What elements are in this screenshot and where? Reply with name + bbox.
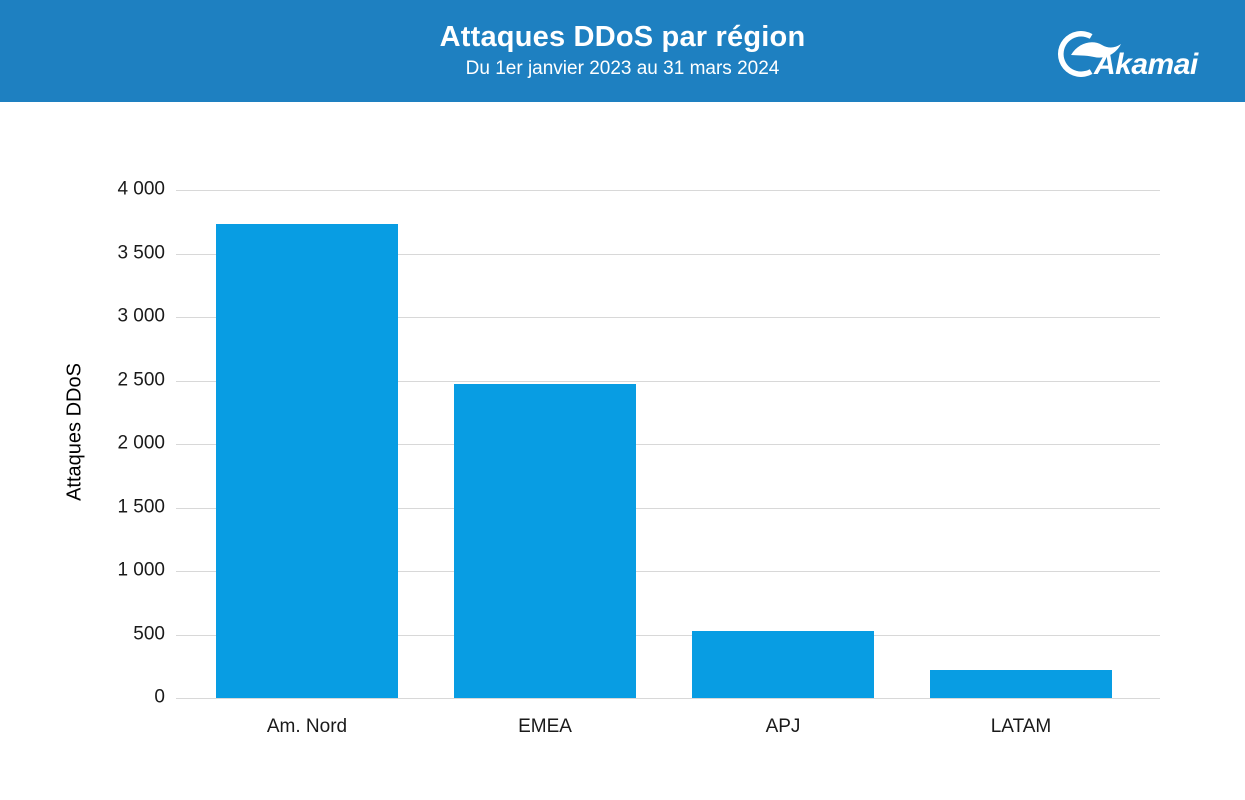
x-tick-label-apj: APJ xyxy=(765,716,801,737)
chart-title: Attaques DDoS par région xyxy=(439,21,806,54)
gridline-3000 xyxy=(176,317,1160,318)
y-tick-label-2500: 2 500 xyxy=(117,368,165,390)
bar-chart: Attaques DDoS 0 500 1 000 1 500 2 000 2 500 3 … xyxy=(0,102,1245,800)
gridline-0 xyxy=(176,698,1160,699)
bar-emea xyxy=(454,383,636,698)
gridline-2500 xyxy=(176,380,1160,382)
y-tick-label-1000: 1 000 xyxy=(117,559,165,581)
y-tick-label-500: 500 xyxy=(133,622,165,644)
gridline-500 xyxy=(176,634,1160,636)
gridline-1500 xyxy=(176,507,1160,509)
gridline-2000 xyxy=(176,444,1160,445)
gridline-1000 xyxy=(176,571,1160,572)
y-tick-label-3500: 3 500 xyxy=(117,241,165,263)
akamai-logo: Akamai xyxy=(1057,31,1199,80)
bar-latam xyxy=(930,670,1112,698)
bar-apj xyxy=(692,630,874,698)
bar-am-nord xyxy=(216,223,398,698)
y-tick-label-4000: 4 000 xyxy=(117,178,165,200)
x-tick-label-am-nord: Am. Nord xyxy=(266,716,348,737)
report-header: Attaques DDoS par région Du 1er janvier … xyxy=(0,0,1245,102)
y-tick-label-2000: 2 000 xyxy=(117,432,165,454)
y-tick-label-3000: 3 000 xyxy=(117,305,165,327)
chart-subtitle: Du 1er janvier 2023 au 31 mars 2024 xyxy=(465,57,780,79)
y-tick-label-1500: 1 500 xyxy=(117,495,165,517)
gridline-4000 xyxy=(176,190,1160,191)
x-tick-label-emea: EMEA xyxy=(518,716,572,737)
x-tick-label-latam: LATAM xyxy=(990,716,1052,737)
y-tick-label-0: 0 xyxy=(154,686,165,708)
akamai-wordmark: Akamai xyxy=(1093,48,1199,80)
akamai-swoosh-icon xyxy=(1057,31,1121,77)
gridline-3500 xyxy=(176,253,1160,255)
